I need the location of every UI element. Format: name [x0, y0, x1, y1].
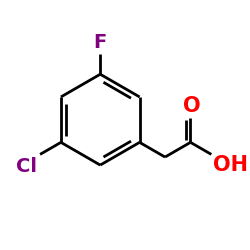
Text: F: F: [94, 33, 107, 52]
Text: OH: OH: [214, 156, 248, 176]
Text: O: O: [183, 96, 201, 116]
Text: Cl: Cl: [16, 156, 38, 176]
